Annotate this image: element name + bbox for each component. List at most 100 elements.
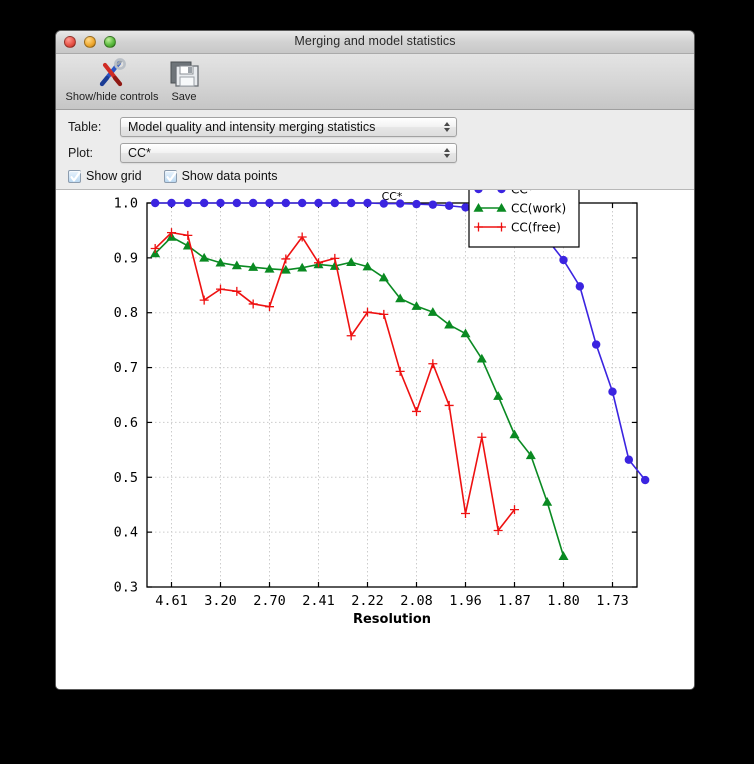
data-point <box>395 366 405 376</box>
x-tick-label: 2.22 <box>351 593 384 609</box>
x-axis-title: Resolution <box>353 612 431 627</box>
data-point <box>346 198 356 208</box>
data-point <box>428 200 438 209</box>
data-point <box>509 429 520 439</box>
x-tick-label: 2.08 <box>400 593 433 609</box>
data-point <box>461 508 470 518</box>
save-label: Save <box>171 91 197 103</box>
data-point <box>542 496 553 506</box>
data-point <box>427 307 438 316</box>
plot-area: 0.3 0.4 0.5 0.6 0.7 0.8 0.9 1.0 4.61 3.20 2.70 2.41… <box>56 190 694 689</box>
minimize-window-button[interactable] <box>84 36 96 48</box>
show-grid-label: Show grid <box>86 169 142 183</box>
zoom-window-button[interactable] <box>104 36 116 48</box>
save-floppy-icon <box>168 57 200 89</box>
data-point <box>265 198 274 208</box>
toolbar: Show/hide controls Save <box>56 54 694 110</box>
data-point <box>624 455 634 464</box>
chart-legend: CC* CC(work) CC(free) <box>468 190 580 248</box>
data-point <box>476 353 487 363</box>
close-window-button[interactable] <box>64 36 76 48</box>
data-point <box>411 301 422 310</box>
data-point <box>297 262 308 272</box>
data-point <box>379 199 389 208</box>
data-point <box>559 255 568 265</box>
data-point <box>363 198 372 208</box>
series-ccfree <box>150 228 519 535</box>
y-tick-label: 0.7 <box>114 360 138 376</box>
data-point <box>150 244 160 254</box>
checkbox-row: Show grid Show data points <box>68 169 682 183</box>
data-point <box>215 257 226 267</box>
data-point <box>473 203 484 212</box>
data-point <box>558 551 569 561</box>
x-tick-label: 1.96 <box>449 593 482 609</box>
data-point <box>281 198 291 208</box>
plot-label: Plot: <box>68 146 94 160</box>
data-point <box>460 328 471 338</box>
save-button[interactable]: Save <box>156 57 212 103</box>
data-point <box>575 282 585 291</box>
chevron-updown-icon <box>441 118 452 136</box>
series-line <box>154 236 565 557</box>
table-select[interactable]: Model quality and intensity merging stat… <box>120 117 457 137</box>
data-point <box>362 261 373 271</box>
data-point <box>199 198 209 208</box>
data-point <box>395 199 405 208</box>
data-point <box>608 387 617 396</box>
chevron-updown-icon <box>441 144 452 162</box>
data-point <box>150 198 160 208</box>
tools-icon <box>94 57 130 89</box>
data-point <box>444 201 454 210</box>
data-point <box>264 263 275 273</box>
data-point <box>330 253 340 263</box>
data-point <box>474 222 483 232</box>
x-tick-label: 4.61 <box>155 593 188 609</box>
data-point <box>297 198 307 208</box>
table-label: Table: <box>68 120 102 134</box>
data-point <box>297 232 307 242</box>
data-point <box>474 190 483 194</box>
data-point <box>510 505 519 515</box>
x-tick-label: 1.73 <box>596 593 629 609</box>
x-tick-label: 2.41 <box>302 593 335 609</box>
data-point <box>183 230 193 240</box>
y-tick-label: 0.6 <box>114 415 138 431</box>
data-point <box>280 264 291 274</box>
table-row: Table: Model quality and intensity mergi… <box>68 117 682 137</box>
data-point <box>314 258 323 268</box>
data-point <box>363 307 372 317</box>
plot-select[interactable]: CC* <box>120 143 457 163</box>
data-point <box>216 198 225 208</box>
y-tick-label: 0.4 <box>114 525 138 541</box>
show-grid-checkbox[interactable]: Show grid <box>68 169 142 183</box>
data-point <box>444 400 454 410</box>
data-point <box>199 295 209 305</box>
y-tick-label: 0.8 <box>114 305 138 321</box>
data-point <box>496 203 507 212</box>
x-tick-label: 1.87 <box>498 593 531 609</box>
series-ccwork <box>150 232 569 561</box>
data-point <box>216 284 225 294</box>
data-point <box>330 198 340 208</box>
data-point <box>167 198 176 208</box>
y-tick-label: 1.0 <box>114 196 138 212</box>
data-point <box>346 257 357 266</box>
data-point <box>346 331 356 341</box>
series-line <box>154 231 516 532</box>
data-point <box>477 432 487 442</box>
show-hide-controls-button[interactable]: Show/hide controls <box>66 57 158 103</box>
y-tick-label: 0.5 <box>114 470 138 486</box>
data-point <box>248 262 259 271</box>
data-point <box>314 198 323 208</box>
show-data-points-checkbox[interactable]: Show data points <box>163 169 278 183</box>
data-point <box>461 203 470 212</box>
plot-row: Plot: CC* <box>68 143 682 163</box>
data-point <box>265 302 274 312</box>
y-tick-label: 0.3 <box>114 580 138 596</box>
cc-star-chart[interactable]: 0.3 0.4 0.5 0.6 0.7 0.8 0.9 1.0 4.61 3.20 2.70 2.41… <box>56 190 694 660</box>
data-point <box>412 406 421 416</box>
window-title: Merging and model statistics <box>294 34 456 48</box>
data-point <box>493 526 503 535</box>
data-point <box>428 359 438 369</box>
